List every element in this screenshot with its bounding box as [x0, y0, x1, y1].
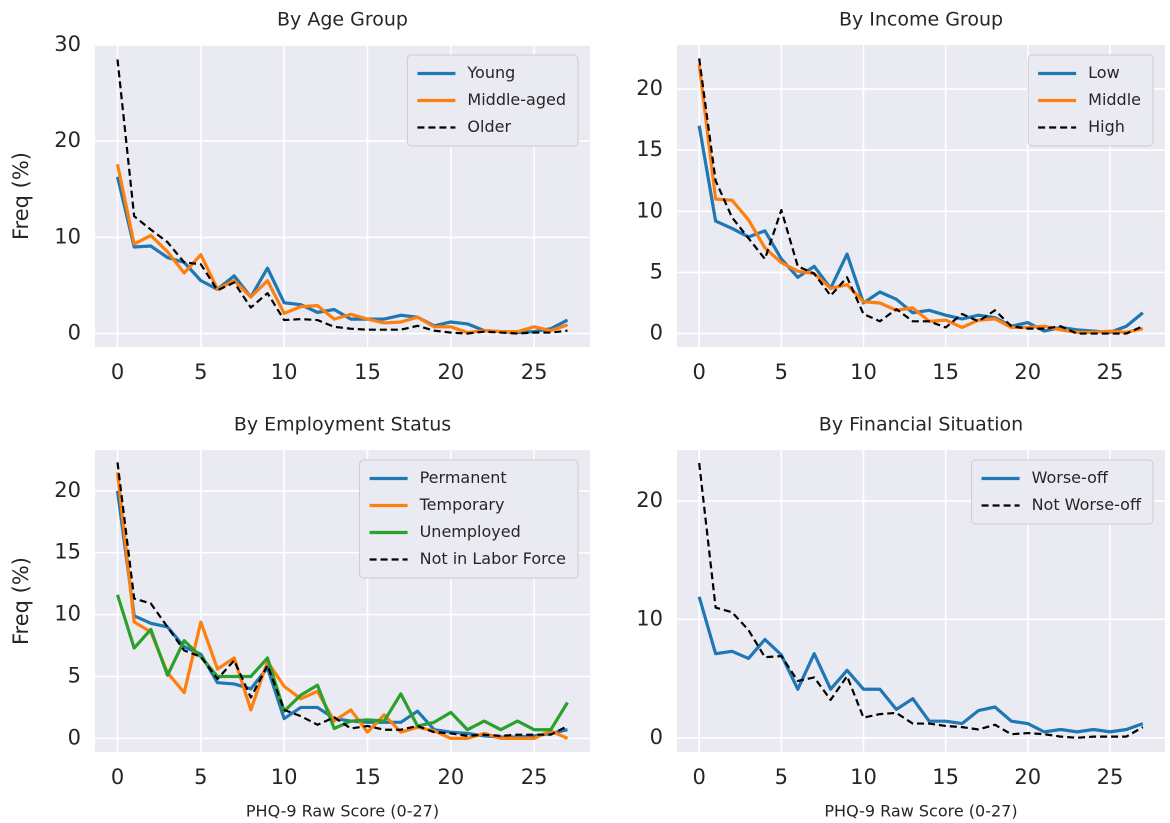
x-tick-label: 15 [354, 765, 381, 789]
x-tick-label: 25 [521, 765, 548, 789]
x-tick-label: 0 [111, 765, 124, 789]
legend: Young Middle-aged Older [406, 54, 579, 147]
y-axis-label: Freq (%) [9, 152, 33, 240]
y-tick-label: 0 [68, 725, 81, 749]
data-line [697, 64, 1144, 334]
y-axis-label: Freq (%) [9, 557, 33, 645]
y-tick-label: 0 [68, 321, 81, 345]
x-tick-label: 20 [437, 360, 464, 384]
panel: 0 5 10 15 20 0 5 10 15 20 25 By Income Group Low Midd… [636, 9, 1165, 384]
chart-title: By Age Group [277, 9, 408, 31]
legend-label: Worse-off [1032, 468, 1109, 487]
legend-label: Temporary [419, 495, 505, 514]
legend-label: Young [466, 63, 515, 82]
legend-box [1027, 54, 1154, 147]
y-tick-label: 30 [54, 32, 81, 56]
chart-title: By Employment Status [234, 414, 451, 436]
x-axis-label: PHQ-9 Raw Score (0-27) [246, 802, 439, 821]
legend-label: Permanent [420, 468, 507, 487]
legend-label: Not Worse-off [1032, 495, 1142, 514]
data-line [697, 125, 1144, 334]
x-tick-label: 0 [692, 360, 705, 384]
data-line [115, 472, 569, 740]
x-tick-label: 15 [932, 360, 959, 384]
y-tick-label: 10 [636, 198, 663, 222]
data-line [698, 58, 1144, 335]
x-tick-label: 0 [111, 360, 124, 384]
y-tick-label: 0 [650, 321, 663, 345]
y-tick-label: 5 [68, 664, 81, 688]
data-line [116, 462, 569, 738]
x-tick-label: 20 [1014, 360, 1041, 384]
panel: 0 10 20 0 5 10 15 20 25 By Financial Situation PHQ… [636, 414, 1165, 821]
legend-label: Not in Labor Force [420, 549, 566, 568]
legend-box [971, 459, 1154, 525]
y-tick-label: 10 [54, 602, 81, 626]
chart-title: By Income Group [839, 9, 1003, 31]
y-tick-label: 20 [54, 128, 81, 152]
legend: Low Middle High [1027, 54, 1154, 147]
legend-label: Middle-aged [467, 90, 566, 109]
legend-label: Unemployed [420, 522, 521, 541]
legend-label: High [1088, 117, 1125, 136]
y-tick-label: 0 [650, 725, 663, 749]
x-tick-label: 10 [271, 765, 298, 789]
x-tick-label: 5 [775, 360, 788, 384]
panel: 0 5 10 15 20 0 5 10 15 20 25 By Employment Status Fr… [9, 414, 590, 821]
x-tick-label: 5 [775, 765, 788, 789]
legend-label: Middle [1088, 90, 1141, 109]
x-tick-label: 25 [1097, 360, 1124, 384]
legend: Permanent Temporary Unemployed Not in Labor… [359, 459, 579, 579]
y-tick-label: 20 [636, 76, 663, 100]
data-line [115, 594, 569, 732]
x-axis-label: PHQ-9 Raw Score (0-27) [824, 802, 1017, 821]
chart-title: By Financial Situation [819, 414, 1023, 436]
x-tick-label: 5 [194, 765, 207, 789]
legend-box [359, 459, 579, 579]
x-tick-label: 5 [194, 360, 207, 384]
legend-label: Low [1088, 63, 1120, 82]
data-line [116, 59, 568, 335]
data-line [697, 596, 1144, 734]
x-tick-label: 15 [932, 765, 959, 789]
x-tick-label: 15 [354, 360, 381, 384]
data-line [698, 462, 1144, 739]
y-tick-label: 20 [636, 488, 663, 512]
legend-label: Older [467, 117, 511, 136]
legend: Worse-off Not Worse-off [971, 459, 1154, 525]
x-tick-label: 10 [850, 765, 877, 789]
y-tick-label: 20 [54, 478, 81, 502]
x-tick-label: 10 [850, 360, 877, 384]
x-tick-label: 25 [1097, 765, 1124, 789]
y-tick-label: 15 [54, 540, 81, 564]
y-tick-label: 5 [650, 259, 663, 283]
legend-box [406, 54, 579, 147]
x-tick-label: 20 [1014, 765, 1041, 789]
panel: 0 10 20 30 0 5 10 15 20 25 By Age Group Freq (%) You… [9, 9, 590, 384]
y-tick-label: 15 [636, 137, 663, 161]
x-tick-label: 25 [521, 360, 548, 384]
x-tick-label: 0 [692, 765, 705, 789]
y-tick-label: 10 [54, 224, 81, 248]
y-tick-label: 10 [636, 606, 663, 630]
x-tick-label: 10 [271, 360, 298, 384]
x-tick-label: 20 [437, 765, 464, 789]
